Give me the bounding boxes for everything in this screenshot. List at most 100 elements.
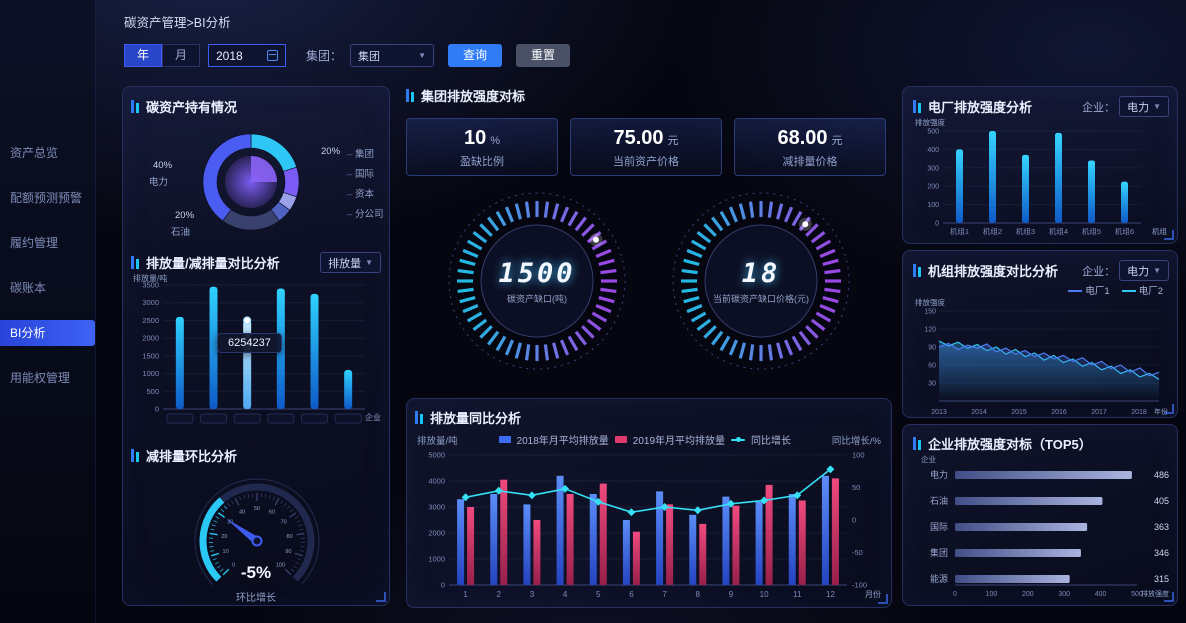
unit-line-chart[interactable]: 30 60 90 120 150 排放强度 2013 2014 2015 2016 2017 2018… <box>913 297 1169 422</box>
yoy-legend[interactable]: 2018年月平均排放量 2019年月平均排放量 同比增长 <box>498 432 791 447</box>
holdings-donut-chart[interactable]: 40% 电力 20% 石油 20% 集团国际资本分公司 <box>131 118 383 246</box>
reset-button[interactable]: 重置 <box>516 44 571 67</box>
legend-swatch-growth <box>731 436 746 442</box>
svg-text:2500: 2500 <box>142 316 159 325</box>
sidebar-item-energy-rights[interactable]: 用能权管理 <box>10 371 71 385</box>
svg-text:-50: -50 <box>852 548 863 557</box>
year-tab[interactable]: 年 <box>124 44 162 67</box>
plant-enterprise-select[interactable]: 电力 ▼ <box>1119 96 1169 117</box>
donut-label: 电力 <box>149 177 169 188</box>
svg-text:200: 200 <box>1022 591 1034 598</box>
donut-label: 国际 <box>347 166 374 180</box>
unit-enterprise-select[interactable]: 电力 ▼ <box>1119 260 1169 281</box>
svg-text:机组1: 机组1 <box>950 226 969 236</box>
svg-text:1000: 1000 <box>142 369 159 378</box>
stat-card-reduction-price: 68.00 元 减排量价格 <box>734 118 886 176</box>
mom-gauge-chart[interactable]: 0 10 20 30 40 50 60 70 80 90 100 -5% 环比增长 <box>131 465 381 618</box>
svg-text:4000: 4000 <box>428 477 445 486</box>
ring-label: 当前碳资产缺口价格(元) <box>713 293 809 304</box>
gap-ring-gauge[interactable]: 1500 碳资产缺口(吨) <box>444 188 630 374</box>
stat-card-asset-price: 75.00 元 当前资产价格 <box>570 118 722 176</box>
donut-label: 40% <box>153 160 173 171</box>
title-bars-icon <box>131 100 140 113</box>
yoy-panel: 排放量同比分析 排放量/吨 2018年月平均排放量 2019年月平均排放量 同比… <box>406 398 892 608</box>
gap-price-ring-gauge[interactable]: 18 当前碳资产缺口价格(元) <box>668 188 854 374</box>
svg-text:100: 100 <box>986 591 998 598</box>
year-input[interactable]: 2018 <box>208 44 286 67</box>
month-tab[interactable]: 月 <box>162 44 200 67</box>
svg-text:排放强度: 排放强度 <box>915 297 945 307</box>
svg-text:486: 486 <box>1154 470 1169 480</box>
svg-text:5000: 5000 <box>428 451 445 460</box>
svg-text:电力: 电力 <box>930 469 948 480</box>
metric-select[interactable]: 排放量 ▼ <box>320 252 381 273</box>
yoy-combo-chart[interactable]: 0 1000 2000 3000 4000 5000 -100 -50 0 50 100 1 2 3 4 5 6… <box>415 447 883 610</box>
svg-text:405: 405 <box>1154 496 1169 506</box>
svg-text:2016: 2016 <box>1051 409 1067 416</box>
svg-text:能源: 能源 <box>930 573 948 584</box>
svg-text:500: 500 <box>146 387 159 396</box>
svg-text:2000: 2000 <box>428 529 445 538</box>
unit-legend[interactable]: 电厂1 电厂2 <box>913 283 1163 297</box>
donut-label: 分公司 <box>347 206 384 220</box>
unit-compare-title: 机组排放强度对比分析 <box>913 261 1058 280</box>
compare-bar-chart[interactable]: 0 500 1000 1500 2000 2500 3000 3500 排放量/吨 企业 6254… <box>131 273 381 444</box>
sidebar-item-asset-overview[interactable]: 资产总览 <box>10 146 59 160</box>
unit-compare-panel: 机组排放强度对比分析 企业： 电力 ▼ 电厂1 电厂2 30 60 90 120 150… <box>902 250 1178 418</box>
svg-text:0: 0 <box>852 516 856 525</box>
svg-text:60: 60 <box>269 510 275 516</box>
title-bars-icon <box>131 449 140 462</box>
plant-bar-chart[interactable]: 0 100 200 300 400 500 排放强度 机组 机组1 机组2 机组3 机组4 机组5 机组6 <box>913 117 1169 248</box>
svg-text:100: 100 <box>276 562 285 568</box>
svg-text:3: 3 <box>530 590 535 599</box>
svg-text:企业: 企业 <box>365 412 381 422</box>
legend-swatch-2019 <box>614 436 627 443</box>
svg-text:90: 90 <box>928 345 936 352</box>
sidebar-item-bi-analysis[interactable]: BI分析 <box>0 320 95 346</box>
svg-text:80: 80 <box>287 534 293 540</box>
svg-text:0: 0 <box>232 562 235 568</box>
title-bars-icon <box>406 89 415 102</box>
svg-text:0: 0 <box>953 591 957 598</box>
svg-text:排放量/吨: 排放量/吨 <box>133 273 167 283</box>
svg-text:100: 100 <box>852 451 865 460</box>
svg-text:机组4: 机组4 <box>1049 226 1068 236</box>
svg-text:国际: 国际 <box>930 522 948 532</box>
title-bars-icon <box>913 437 922 450</box>
svg-text:企业: 企业 <box>921 454 936 464</box>
svg-text:400: 400 <box>1095 591 1107 598</box>
svg-text:机组5: 机组5 <box>1082 226 1101 236</box>
yoy-title: 排放量同比分析 <box>415 408 883 427</box>
donut-label: 资本 <box>347 186 374 200</box>
left-panel: 碳资产持有情况 40% 电力 20% 石油 20% 集团国际资本分公司 排放量/减排量对比… <box>122 86 390 606</box>
svg-text:2017: 2017 <box>1091 409 1107 416</box>
legend-swatch-2018 <box>498 436 511 443</box>
donut-label: 石油 <box>171 227 191 238</box>
svg-text:2: 2 <box>497 590 502 599</box>
title-bars-icon <box>415 411 424 424</box>
group-select[interactable]: 集团 ▼ <box>350 44 435 67</box>
donut-label: 20% <box>321 146 341 157</box>
gauge-label: 环比增长 <box>236 593 276 604</box>
sidebar-item-quota-warning[interactable]: 配额预测预警 <box>10 191 83 205</box>
svg-text:1000: 1000 <box>428 555 445 564</box>
svg-text:1500: 1500 <box>142 351 159 360</box>
gauge-value: -5% <box>240 563 272 582</box>
sidebar-item-compliance[interactable]: 履约管理 <box>10 236 59 250</box>
svg-text:2018: 2018 <box>1131 409 1147 416</box>
svg-text:3000: 3000 <box>142 298 159 307</box>
benchmark-section: 集团排放强度对标 10% 盈缺比例 75.00 元 当前资产价格 68.00 元 减… <box>406 86 892 392</box>
query-button[interactable]: 查询 <box>448 44 503 67</box>
svg-text:50: 50 <box>852 483 860 492</box>
sidebar-item-carbon-ledger[interactable]: 碳账本 <box>10 281 47 295</box>
svg-text:7: 7 <box>662 590 667 599</box>
top5-hbar-chart[interactable]: 企业 电力 486 石油 405 国际 363 集团 346 能源 315 0 100 200 300 400… <box>913 453 1169 608</box>
svg-text:400: 400 <box>927 147 939 154</box>
svg-text:月份: 月份 <box>865 589 881 599</box>
svg-text:500: 500 <box>1131 591 1143 598</box>
svg-text:20: 20 <box>221 534 227 540</box>
svg-text:6: 6 <box>629 590 634 599</box>
svg-text:363: 363 <box>1154 522 1169 532</box>
legend-line-plant1 <box>1068 290 1083 293</box>
svg-text:3000: 3000 <box>428 503 445 512</box>
